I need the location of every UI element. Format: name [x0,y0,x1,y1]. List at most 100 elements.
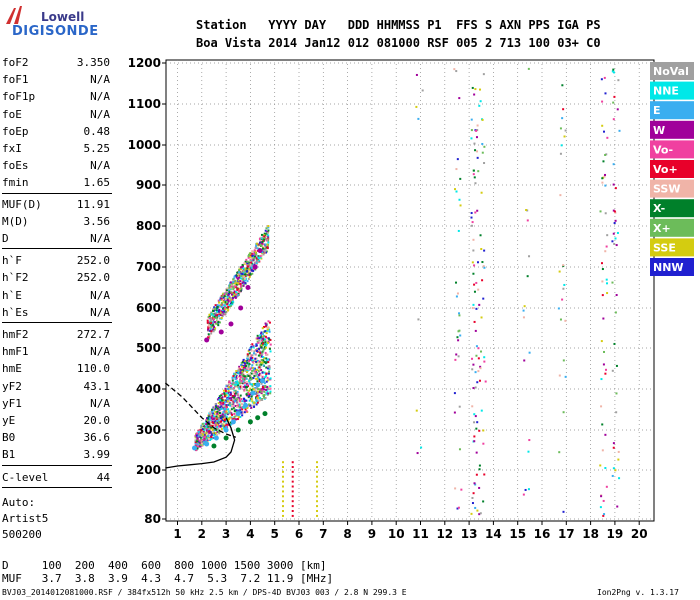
echo-dot [198,429,201,432]
echo-dot [600,262,603,265]
echo-dot [228,393,231,396]
echo-dot [200,426,203,429]
echo-dot [261,332,264,335]
echo-dot [251,364,254,367]
echo-dot [222,300,225,303]
echo-dot [472,249,475,252]
echo-dot [224,301,227,304]
echo-dot [208,419,211,422]
echo-dot [252,252,255,255]
echo-dot [223,399,226,402]
echo-dot [235,404,238,407]
echo-dot [613,342,616,345]
echo-dot [210,413,213,416]
echo-dot [522,309,525,312]
echo-dot [263,385,266,388]
echo-dot [207,328,210,331]
echo-dot [459,334,462,337]
echo-dot [247,263,250,266]
echo-dot [248,389,251,392]
echo-dot [248,356,251,359]
logo-product-text: DIGISONDE [12,24,99,39]
echo-dot [227,390,230,393]
echo-dot [558,451,561,454]
echo-dot [234,389,237,392]
echo-dot [253,404,256,407]
echo-dot [261,350,264,353]
echo-dot [247,271,250,274]
echo-dot [455,295,458,298]
echo-dot [203,426,206,429]
echo-dot [251,266,254,269]
header-labels: Station YYYY DAY DDD HHMMSS P1 FFS S AXN… [196,18,601,32]
echo-dot [480,248,483,251]
echo-dot [226,295,229,298]
param-value: 110.0 [76,362,110,376]
echo-dot [243,411,246,414]
echo-dot [254,370,257,373]
echo-dot [245,359,248,362]
echo-dot [216,423,219,426]
echo-dot [281,461,284,464]
echo-dot [245,371,248,374]
echo-dot [226,423,229,426]
echo-dot [260,382,263,385]
echo-dot [219,417,222,420]
echo-dot [253,375,256,378]
echo-dot [476,150,479,153]
echo-dot [259,243,262,246]
echo-dot [230,398,233,401]
echo-dot [316,500,319,503]
echo-dot [221,396,224,399]
echo-dot [194,435,197,438]
echo-dot [471,86,474,89]
echo-dot [212,309,215,312]
echo-dot [476,421,479,424]
echo-dot [211,324,214,327]
echo-dot [239,380,242,383]
echo-dot [205,432,208,435]
echo-dot [281,505,284,508]
echo-dot [257,388,260,391]
echo-dot [261,240,264,243]
echo-dot [217,425,220,428]
echo-dot [251,367,254,370]
echo-dot [231,413,234,416]
echo-dot [234,373,237,376]
echo-dot [194,436,197,439]
echo-dot [238,365,241,368]
echo-dot [216,431,219,434]
autoscale-text: Artist5 [2,511,49,525]
echo-dot [472,169,475,172]
echo-dot [226,392,229,395]
echo-dot [198,433,201,436]
echo-dot [269,378,272,381]
echo-dot [268,347,271,350]
echo-dot [476,261,479,264]
legend-swatch-x [650,199,694,218]
echo-dot [483,473,486,476]
param-name: h`Es [2,305,29,319]
echo-dot [234,279,237,282]
echo-dot [262,364,265,367]
echo-dot [244,268,247,271]
echo-dot [216,407,219,410]
echo-dot [266,385,269,388]
echo-dot [236,400,239,403]
echo-dot [291,505,294,508]
param-row-hf2: h`F2 252.0 [2,271,110,285]
echo-dot [243,390,246,393]
echo-dot [250,273,253,276]
echo-dot [250,357,253,360]
echo-dot [212,312,215,315]
echo-dot [612,68,615,71]
echo-dot [457,355,460,358]
echo-dot [207,417,210,420]
series-point [247,419,253,425]
echo-dot [205,423,208,426]
echo-dot [522,493,525,496]
echo-dot [226,297,229,300]
echo-dot [248,399,251,402]
echo-dot [253,350,256,353]
param-row-foep: foEp 0.48 [2,125,110,139]
